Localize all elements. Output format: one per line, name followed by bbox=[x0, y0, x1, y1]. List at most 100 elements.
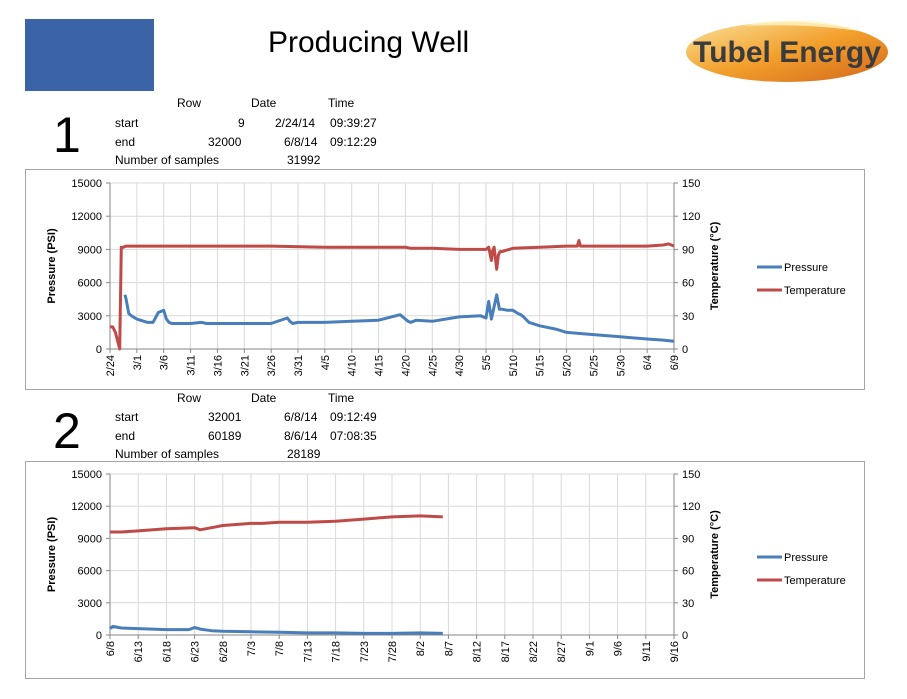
samples-label: Number of samples bbox=[115, 153, 220, 167]
chart-1: 0 3000 6000 9000 12000 15000 0 30 60 90 120 150 2/24… bbox=[25, 169, 865, 390]
end-label: end bbox=[115, 429, 136, 443]
x-tick-label: 6/8 bbox=[105, 641, 117, 656]
x-tick-label: 4/10 bbox=[347, 355, 359, 376]
x-tick-label: 7/18 bbox=[331, 641, 343, 662]
x-tick-label: 9/1 bbox=[584, 641, 596, 656]
y2-tick-label: 30 bbox=[682, 598, 694, 610]
x-tick-label: 3/1 bbox=[132, 355, 144, 370]
y2-tick-label: 120 bbox=[682, 501, 700, 513]
x-tick-label: 4/25 bbox=[427, 355, 439, 376]
header-date: Date bbox=[251, 96, 277, 110]
y2-axis-title: Temperature (°C) bbox=[709, 221, 721, 310]
legend-label-pressure: Pressure bbox=[784, 552, 828, 564]
start-row: 32001 bbox=[208, 410, 242, 424]
section-1-number: 1 bbox=[53, 107, 81, 163]
header-time: Time bbox=[328, 96, 355, 110]
y-tick-label: 0 bbox=[96, 344, 102, 356]
section-2-number: 2 bbox=[53, 403, 81, 459]
tubel-energy-logo: Tubel Energy bbox=[686, 20, 888, 82]
samples-value: 28189 bbox=[287, 447, 321, 461]
y2-tick-label: 150 bbox=[682, 469, 700, 481]
x-tick-label: 8/12 bbox=[472, 641, 484, 662]
page-title: Producing Well bbox=[268, 26, 470, 59]
start-date: 6/8/14 bbox=[284, 410, 318, 424]
blue-placeholder-block bbox=[25, 19, 154, 91]
end-label: end bbox=[115, 135, 136, 149]
x-tick-label: 5/30 bbox=[615, 355, 627, 376]
chart-frame bbox=[25, 461, 865, 679]
x-tick-label: 4/15 bbox=[374, 355, 386, 376]
y-tick-label: 9000 bbox=[78, 533, 102, 545]
samples-label: Number of samples bbox=[115, 447, 220, 461]
y-tick-label: 3000 bbox=[78, 311, 102, 323]
x-tick-label: 6/9 bbox=[669, 355, 681, 370]
start-date: 2/24/14 bbox=[275, 116, 316, 130]
logo-swoosh-icon bbox=[686, 22, 888, 82]
y-tick-label: 12000 bbox=[71, 501, 102, 513]
start-label: start bbox=[115, 410, 139, 424]
header-date: Date bbox=[251, 391, 277, 405]
x-tick-label: 5/10 bbox=[508, 355, 520, 376]
x-tick-label: 3/31 bbox=[293, 355, 305, 376]
y2-tick-label: 120 bbox=[682, 211, 700, 223]
chart-frame bbox=[25, 169, 865, 390]
series-line-temperature bbox=[110, 239, 675, 351]
end-row: 32000 bbox=[208, 135, 242, 149]
x-tick-label: 9/16 bbox=[669, 641, 681, 662]
x-tick-label: 5/5 bbox=[481, 355, 493, 370]
x-tick-label: 8/27 bbox=[556, 641, 568, 662]
x-tick-label: 8/7 bbox=[443, 641, 455, 656]
x-tick-label: 9/11 bbox=[641, 641, 653, 662]
header-row: Row bbox=[177, 96, 202, 110]
x-tick-label: 8/2 bbox=[415, 641, 427, 656]
series-line-pressure bbox=[109, 624, 443, 635]
header-time: Time bbox=[328, 391, 355, 405]
x-tick-label: 4/5 bbox=[320, 355, 332, 370]
x-tick-label: 7/8 bbox=[274, 641, 286, 656]
end-row: 60189 bbox=[208, 429, 242, 443]
chart-2: 0 3000 6000 9000 12000 15000 0 30 60 90 120 150 6/8 6… bbox=[25, 461, 865, 679]
x-tick-label: 8/22 bbox=[528, 641, 540, 662]
x-tick-label: 5/15 bbox=[535, 355, 547, 376]
x-tick-label: 2/24 bbox=[105, 355, 117, 376]
samples-value: 31992 bbox=[287, 153, 321, 167]
x-tick-label: 4/20 bbox=[400, 355, 412, 376]
x-tick-label: 6/4 bbox=[642, 355, 654, 370]
x-tick-label: 8/17 bbox=[500, 641, 512, 662]
x-tick-label: 6/13 bbox=[133, 641, 145, 662]
x-tick-label: 7/23 bbox=[359, 641, 371, 662]
y2-tick-label: 0 bbox=[682, 630, 688, 642]
x-tick-label: 3/11 bbox=[186, 355, 198, 376]
y2-tick-label: 60 bbox=[682, 278, 694, 290]
y-tick-label: 12000 bbox=[71, 211, 102, 223]
logo-flare-icon bbox=[743, 20, 863, 32]
x-tick-label: 7/28 bbox=[387, 641, 399, 662]
legend-label-temperature: Temperature bbox=[784, 285, 846, 297]
x-tick-label: 4/30 bbox=[454, 355, 466, 376]
x-tick-label: 6/28 bbox=[218, 641, 230, 662]
y2-tick-label: 30 bbox=[682, 311, 694, 323]
y-tick-label: 15000 bbox=[71, 178, 102, 190]
end-date: 8/6/14 bbox=[284, 429, 318, 443]
start-time: 09:12:49 bbox=[330, 410, 377, 424]
y-tick-label: 3000 bbox=[78, 598, 102, 610]
x-tick-label: 6/18 bbox=[161, 641, 173, 662]
header-row: Row bbox=[177, 391, 202, 405]
x-tick-label: 5/20 bbox=[562, 355, 574, 376]
legend-label-pressure: Pressure bbox=[784, 262, 828, 274]
end-time: 07:08:35 bbox=[330, 429, 377, 443]
x-tick-label: 5/25 bbox=[588, 355, 600, 376]
y2-tick-label: 60 bbox=[682, 566, 694, 578]
start-row: 9 bbox=[238, 116, 245, 130]
y-axis-title: Pressure (PSI) bbox=[46, 517, 58, 593]
y-tick-label: 15000 bbox=[71, 469, 102, 481]
y-axis-title: Pressure (PSI) bbox=[46, 228, 58, 304]
x-tick-label: 3/26 bbox=[266, 355, 278, 376]
x-tick-label: 9/6 bbox=[613, 641, 625, 656]
x-tick-label: 6/23 bbox=[190, 641, 202, 662]
y2-axis-title: Temperature (°C) bbox=[709, 510, 721, 599]
x-tick-label: 3/6 bbox=[159, 355, 171, 370]
start-label: start bbox=[115, 116, 139, 130]
legend-label-temperature: Temperature bbox=[784, 575, 846, 587]
end-date: 6/8/14 bbox=[284, 135, 318, 149]
